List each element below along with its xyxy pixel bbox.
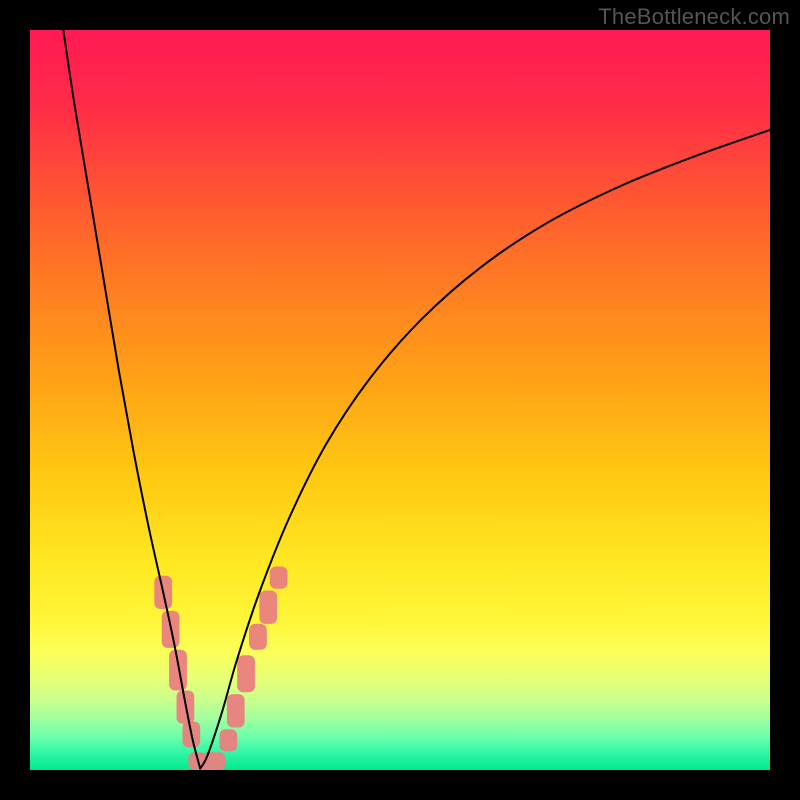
curve-marker <box>259 591 277 624</box>
curve-marker <box>249 624 267 650</box>
curve-marker <box>219 729 237 751</box>
curve-marker <box>237 655 255 692</box>
chart-frame: TheBottleneck.com <box>0 0 800 800</box>
curve-marker <box>169 650 187 691</box>
bottleneck-curve <box>30 30 770 770</box>
curve-marker <box>270 567 288 589</box>
watermark-text: TheBottleneck.com <box>598 4 790 30</box>
plot-area <box>30 30 770 770</box>
curve-marker <box>227 694 245 727</box>
